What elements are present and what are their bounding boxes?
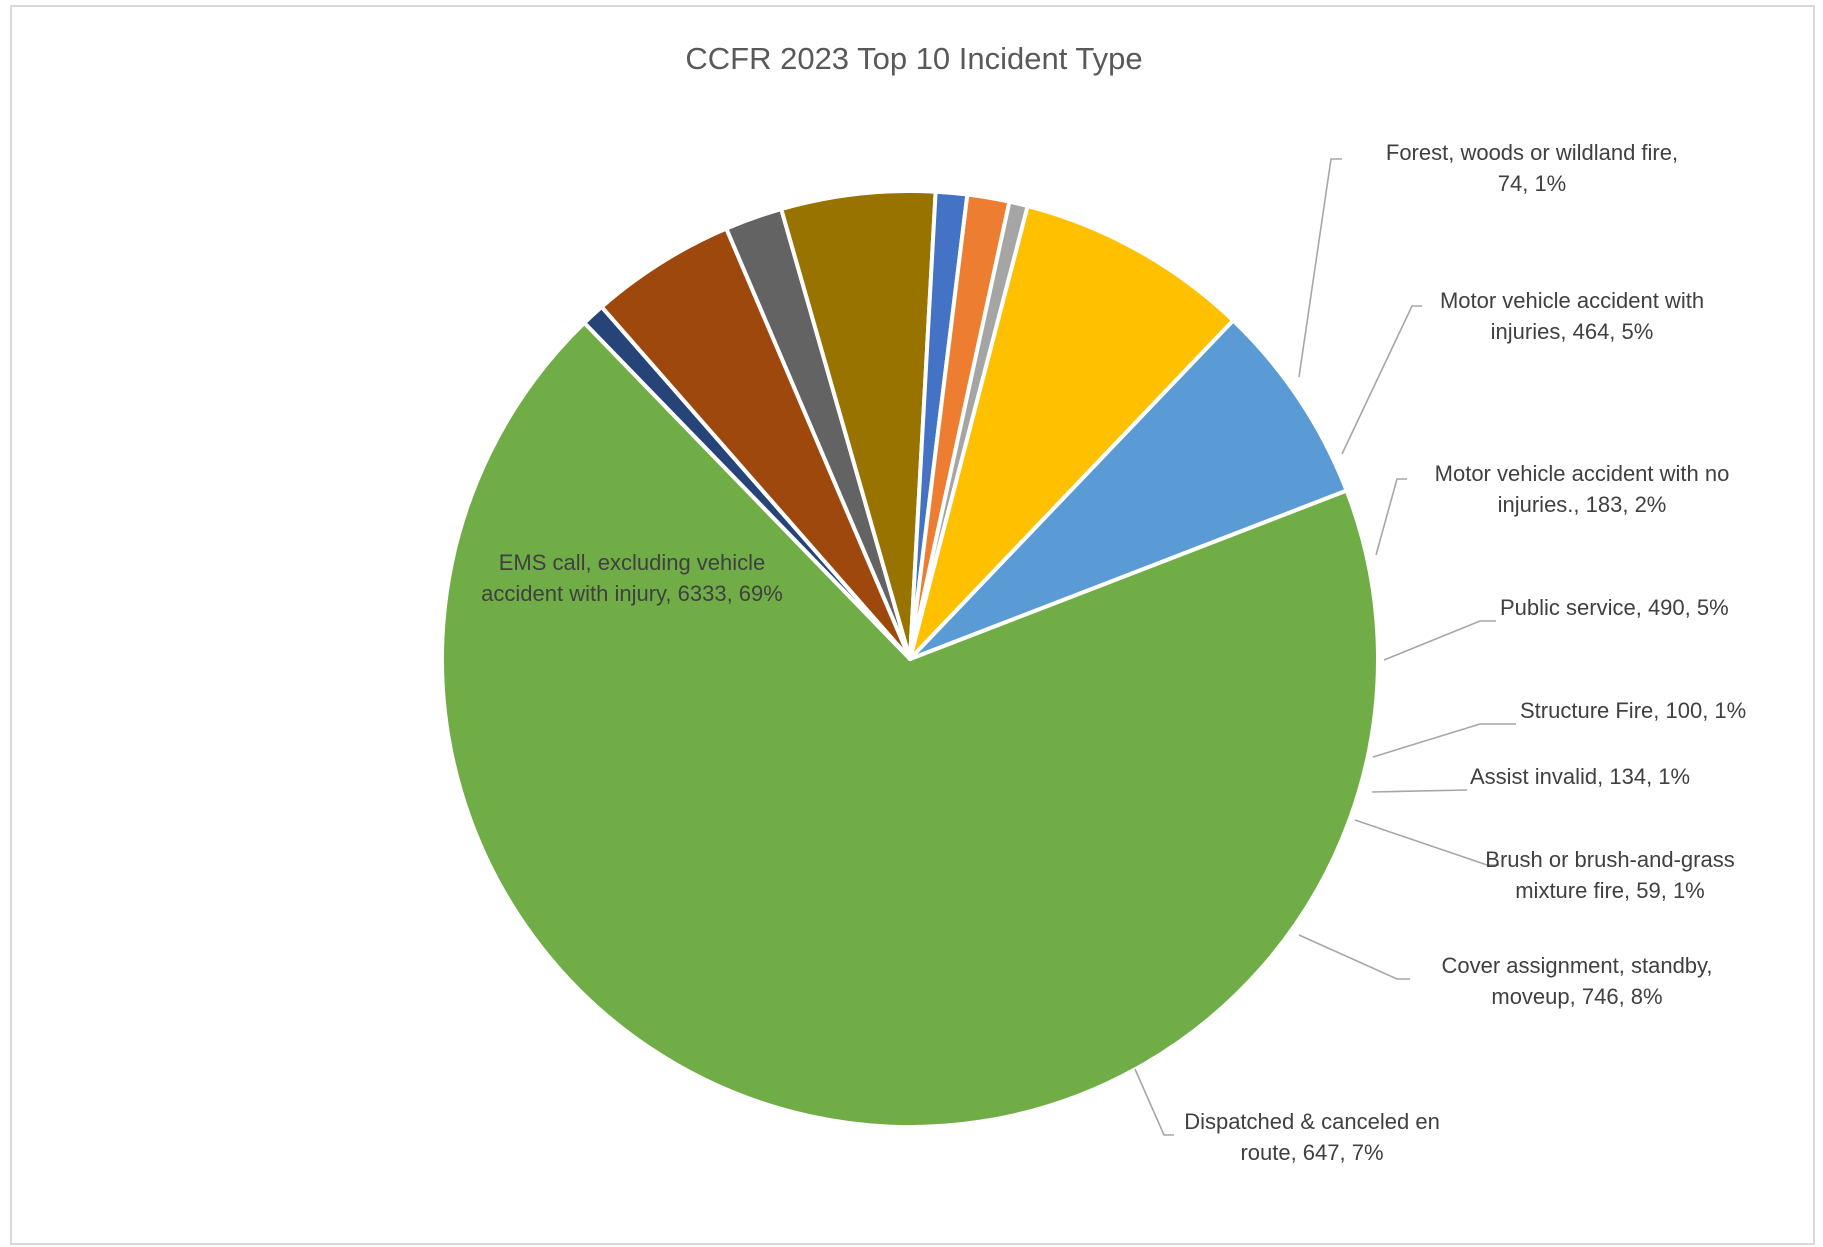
data-label-line: mixture fire, 59, 1% (1515, 878, 1705, 903)
pie-slice-public-service (779, 189, 938, 661)
data-label-line: injuries, 464, 5% (1491, 319, 1654, 344)
data-label-line: Motor vehicle accident with (1440, 288, 1704, 313)
data-label-forest-woods-or-wildland-fire: Forest, woods or wildland fire, 74, 1% (1386, 140, 1678, 196)
data-label-line: Public service, 490, 5% (1500, 595, 1729, 620)
pie-slice-dispatched-canceled-en-route (908, 318, 1349, 661)
data-label-line: moveup, 746, 8% (1491, 984, 1662, 1009)
data-label-line: Brush or brush-and-grass (1485, 847, 1734, 872)
leader-line-public-service (1383, 620, 1496, 661)
data-label-line: route, 647, 7% (1240, 1140, 1383, 1165)
data-label-line: Motor vehicle accident with no (1435, 461, 1730, 486)
data-label-structure-fire: Structure Fire, 100, 1% (1520, 698, 1746, 723)
leader-line-motor-vehicle-accident-with-no-injuries (1375, 478, 1407, 556)
data-label-assist-invalid: Assist invalid, 134, 1% (1470, 764, 1690, 789)
leader-line-assist-invalid (1371, 789, 1468, 793)
data-label-line: Forest, woods or wildland fire, (1386, 140, 1678, 165)
data-label-line: Structure Fire, 100, 1% (1520, 698, 1746, 723)
pie-slices (440, 189, 1380, 1129)
data-labels: EMS call, excluding vehicle accident with… (481, 140, 1746, 1165)
chart-title: CCFR 2023 Top 10 Incident Type (685, 41, 1142, 76)
data-label-ems-call-excluding-vehicle-accident-with-injury: EMS call, excluding vehicle accident with… (481, 550, 783, 606)
data-label-line: Assist invalid, 134, 1% (1470, 764, 1690, 789)
data-label-brush-or-brush-and-grass-mixture-fire: Brush or brush-and-grass mixture fire, 59… (1485, 847, 1734, 903)
pie-slice-ems-call-excluding-vehicle-accident-with-injury (440, 320, 1380, 1129)
leader-lines (1134, 158, 1516, 1136)
leader-line-cover-assignment-standby-moveup (1298, 934, 1410, 980)
data-label-public-service: Public service, 490, 5% (1500, 595, 1729, 620)
leader-line-motor-vehicle-accident-with-injuries (1341, 305, 1422, 455)
chart-frame: CCFR 2023 Top 10 Incident Type EMS call,… (10, 5, 1815, 1245)
data-label-line: Dispatched & canceled en (1184, 1109, 1440, 1134)
data-label-line: injuries., 183, 2% (1498, 492, 1667, 517)
data-label-cover-assignment-standby-moveup: Cover assignment, standby, moveup, 746, 8… (1441, 953, 1712, 1009)
data-label-line: 74, 1% (1498, 171, 1567, 196)
leader-line-structure-fire (1372, 723, 1516, 758)
pie-chart: CCFR 2023 Top 10 Incident Type EMS call,… (440, 41, 1746, 1165)
data-label-motor-vehicle-accident-with-injuries: Motor vehicle accident with injuries, 464… (1440, 288, 1704, 344)
pie-slice-motor-vehicle-accident-with-injuries (599, 226, 912, 661)
leader-line-forest-woods-or-wildland-fire (1298, 158, 1342, 378)
data-label-line: Cover assignment, standby, (1441, 953, 1712, 978)
data-label-line: EMS call, excluding vehicle (499, 550, 766, 575)
leader-line-dispatched-canceled-en-route (1134, 1068, 1174, 1136)
pie-slice-cover-assignment-standby-moveup (908, 204, 1236, 661)
data-label-dispatched-canceled-en-route: Dispatched & canceled en route, 647, 7% (1184, 1109, 1440, 1165)
leader-line-brush-or-brush-and-grass-mixture-fire (1354, 819, 1499, 866)
data-label-line: accident with injury, 6333, 69% (481, 581, 783, 606)
data-label-motor-vehicle-accident-with-no-injuries: Motor vehicle accident with no injuries.,… (1435, 461, 1730, 517)
